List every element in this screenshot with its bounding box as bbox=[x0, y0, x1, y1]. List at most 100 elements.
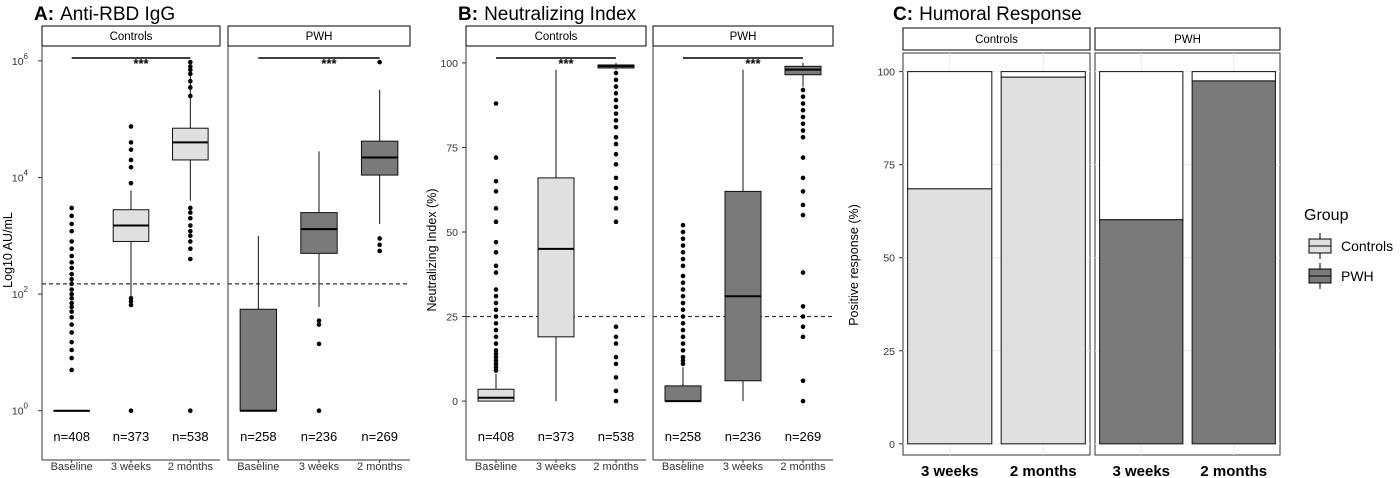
x-tick-label: 2 months bbox=[780, 461, 826, 473]
outlier-point bbox=[316, 318, 322, 323]
outlier-point bbox=[69, 246, 74, 252]
outlier-point bbox=[128, 147, 134, 152]
outlier-point bbox=[69, 355, 74, 361]
outlier-point bbox=[613, 219, 619, 225]
outlier-point bbox=[69, 287, 74, 292]
sample-count-label: n=269 bbox=[361, 429, 398, 444]
facet-strip bbox=[41, 25, 221, 47]
outlier-point bbox=[188, 64, 193, 69]
outlier-point bbox=[188, 93, 193, 99]
outlier-point bbox=[493, 178, 499, 184]
outlier-point bbox=[69, 322, 74, 327]
outlier-point bbox=[800, 135, 806, 140]
x-tick-label: 3 weeks bbox=[299, 461, 340, 473]
outlier-point bbox=[128, 299, 134, 304]
y-tick-base: 10 bbox=[12, 406, 24, 418]
outlier-point bbox=[69, 339, 74, 345]
box bbox=[664, 385, 702, 402]
outlier-point bbox=[800, 202, 806, 208]
outlier-point bbox=[800, 155, 806, 160]
outlier-point bbox=[188, 85, 193, 90]
box bbox=[239, 308, 278, 412]
y-tick-label: 104 bbox=[12, 168, 29, 184]
outlier-point bbox=[69, 291, 74, 297]
outlier-point bbox=[493, 307, 499, 313]
outlier-point bbox=[680, 334, 686, 340]
outlier-point bbox=[613, 341, 619, 346]
outlier-point bbox=[680, 341, 686, 346]
facet-strip-label: Controls bbox=[535, 31, 578, 43]
outlier-point bbox=[377, 248, 382, 254]
outlier-point bbox=[128, 295, 134, 301]
outlier-point bbox=[613, 91, 619, 96]
outlier-point bbox=[188, 233, 193, 239]
outlier-point bbox=[680, 358, 686, 363]
outlier-point bbox=[613, 111, 619, 116]
y-tick-label: 50 bbox=[883, 253, 895, 265]
outlier-point bbox=[613, 361, 619, 367]
box bbox=[172, 127, 209, 161]
significance-stars: *** bbox=[558, 56, 574, 71]
outlier-point bbox=[69, 330, 74, 335]
facet-strip-label: PWH bbox=[306, 31, 333, 43]
sample-count-label: n=538 bbox=[172, 429, 209, 444]
outlier-point bbox=[613, 195, 619, 201]
facet-strip-label: PWH bbox=[1174, 34, 1201, 46]
outlier-point bbox=[680, 280, 686, 286]
outlier-point bbox=[800, 94, 806, 100]
outlier-point bbox=[613, 324, 619, 329]
panel-letter: B: bbox=[458, 4, 478, 25]
outlier-point bbox=[69, 367, 74, 373]
outlier-point bbox=[493, 239, 499, 245]
y-tick-label: 25 bbox=[446, 312, 458, 324]
box bbox=[300, 212, 338, 254]
y-axis-label: Positive response (%) bbox=[847, 204, 861, 326]
outlier-point bbox=[800, 270, 806, 275]
y-tick-label: 100 bbox=[440, 58, 458, 70]
sample-count-label: n=538 bbox=[598, 429, 635, 444]
legend-label: PWH bbox=[1341, 268, 1374, 284]
outlier-point bbox=[613, 354, 619, 360]
x-tick-label: 2 months bbox=[357, 461, 403, 473]
outlier-point bbox=[493, 348, 499, 353]
y-axis-label: Neutralizing Index (%) bbox=[425, 189, 439, 312]
outlier-point bbox=[680, 293, 686, 299]
outlier-point bbox=[69, 253, 74, 259]
outlier-point bbox=[493, 314, 499, 319]
outlier-point bbox=[613, 84, 619, 89]
outlier-point bbox=[800, 212, 806, 218]
outlier-point bbox=[680, 327, 686, 333]
outlier-point bbox=[493, 321, 499, 326]
outlier-point bbox=[377, 236, 382, 241]
y-tick-base: 10 bbox=[12, 56, 24, 68]
sample-count-label: n=258 bbox=[665, 429, 702, 444]
outlier-point bbox=[800, 314, 806, 319]
outlier-point bbox=[800, 114, 806, 120]
outlier-point bbox=[493, 327, 499, 333]
outlier-point bbox=[680, 348, 686, 353]
outlier-point bbox=[316, 322, 322, 327]
sample-count-label: n=236 bbox=[301, 429, 338, 444]
outlier-point bbox=[800, 304, 806, 309]
outlier-point bbox=[680, 249, 686, 255]
outlier-point bbox=[680, 321, 686, 326]
outlier-point bbox=[613, 104, 619, 110]
outlier-point bbox=[69, 304, 74, 310]
y-axis-label: Log10 AU/mL bbox=[1, 212, 15, 288]
outlier-point bbox=[493, 101, 499, 106]
outlier-point bbox=[800, 334, 806, 340]
facet-strip bbox=[902, 27, 1091, 51]
x-tick-label: 3 weeks bbox=[921, 463, 979, 478]
outlier-point bbox=[188, 408, 193, 414]
outlier-point bbox=[493, 293, 499, 299]
y-tick-label: 100 bbox=[12, 402, 29, 418]
legend-label: Controls bbox=[1341, 238, 1393, 254]
outlier-point bbox=[188, 59, 193, 65]
bar-negative bbox=[907, 71, 993, 190]
outlier-point bbox=[69, 205, 74, 211]
outlier-point bbox=[613, 162, 619, 167]
outlier-point bbox=[493, 300, 499, 306]
outlier-point bbox=[613, 135, 619, 140]
outlier-point bbox=[613, 388, 619, 394]
